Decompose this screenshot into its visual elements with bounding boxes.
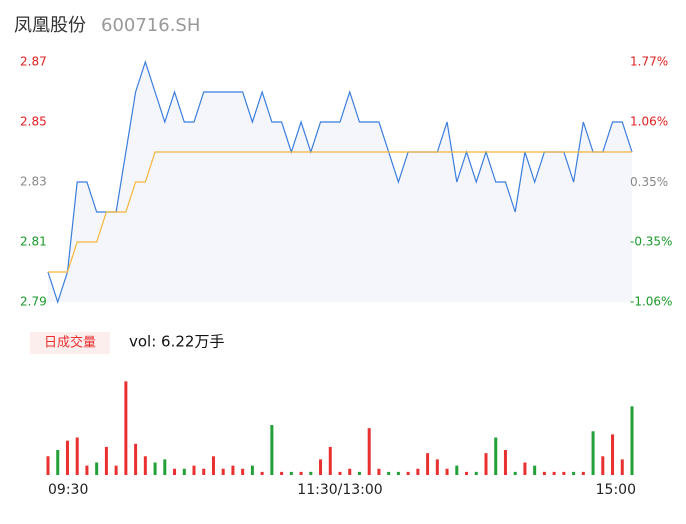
volume-bar xyxy=(435,459,439,475)
volume-bar xyxy=(182,468,186,475)
volume-bar xyxy=(260,471,264,475)
volume-bar xyxy=(299,471,303,475)
volume-bar xyxy=(523,462,527,475)
volume-bar xyxy=(494,437,498,475)
volume-bar xyxy=(104,446,108,475)
y-tick-label: 2.87 xyxy=(20,55,47,69)
volume-bar xyxy=(503,450,507,475)
volume-bar xyxy=(601,456,605,475)
y-tick-label: 2.85 xyxy=(20,115,47,129)
volume-bar xyxy=(192,465,196,475)
volume-bar xyxy=(221,468,225,475)
volume-bar xyxy=(231,465,235,475)
y-tick-label: 2.79 xyxy=(20,295,47,309)
volume-bar xyxy=(484,453,488,475)
volume-bar xyxy=(562,471,566,475)
volume-bar xyxy=(173,468,177,475)
average-line xyxy=(48,151,632,273)
volume-label: 日成交量 xyxy=(44,335,96,351)
volume-bar xyxy=(445,468,449,475)
volume-bar xyxy=(474,471,478,475)
volume-bar xyxy=(367,428,371,475)
volume-bar xyxy=(542,471,546,475)
volume-bar xyxy=(513,471,517,475)
volume-bar xyxy=(56,450,60,475)
volume-bar xyxy=(250,465,254,475)
volume-bar xyxy=(455,465,459,475)
volume-bar xyxy=(572,471,576,475)
volume-bar xyxy=(134,443,138,475)
volume-bar xyxy=(65,440,69,475)
volume-bar xyxy=(591,431,595,475)
volume-bar xyxy=(46,456,50,475)
y2-tick-label: 0.35% xyxy=(630,175,668,189)
volume-bar xyxy=(309,471,313,475)
volume-bar xyxy=(387,471,391,475)
volume-bar xyxy=(85,465,89,475)
y2-tick-label: 1.06% xyxy=(630,115,668,129)
volume-bar xyxy=(280,471,284,475)
price-line xyxy=(47,60,633,304)
y-tick-label: 2.83 xyxy=(20,175,47,189)
volume-bar xyxy=(533,465,537,475)
volume-bar xyxy=(75,437,79,475)
volume-bar xyxy=(396,471,400,475)
volume-bar xyxy=(114,465,118,475)
volume-bar xyxy=(163,459,167,475)
volume-bar xyxy=(289,471,293,475)
volume-bar xyxy=(426,453,430,475)
x-tick-label: 09:30 xyxy=(48,482,88,498)
y-tick-label: 2.81 xyxy=(20,235,47,249)
volume-bar xyxy=(357,471,361,475)
volume-bar xyxy=(620,459,624,475)
volume-bar xyxy=(581,471,585,475)
volume-bar xyxy=(241,468,245,475)
volume-bar xyxy=(270,425,274,475)
volume-bar xyxy=(630,406,634,475)
volume-bar xyxy=(552,471,556,475)
y2-tick-label: 1.77% xyxy=(630,55,668,69)
x-tick-label: 15:00 xyxy=(596,482,636,498)
volume-bar xyxy=(338,471,342,475)
volume-bar xyxy=(348,468,352,475)
volume-bar xyxy=(153,462,157,475)
x-tick-label: 11:30/13:00 xyxy=(297,482,382,498)
volume-bar xyxy=(211,456,215,475)
volume-bar xyxy=(328,446,332,475)
volume-bar xyxy=(143,456,147,475)
volume-bar xyxy=(319,459,323,475)
stock-code: 600716.SH xyxy=(101,15,200,36)
volume-bar xyxy=(611,434,615,475)
volume-label-bg xyxy=(30,332,110,354)
stock-name: 凤凰股份 xyxy=(14,15,86,36)
volume-summary: vol: 6.22万手 xyxy=(129,333,224,351)
volume-bar xyxy=(202,468,206,475)
volume-bar xyxy=(465,471,469,475)
volume-bar xyxy=(124,381,128,475)
volume-bar xyxy=(377,468,381,475)
volume-bar xyxy=(95,462,99,475)
volume-bar xyxy=(416,468,420,475)
y2-tick-label: -1.06% xyxy=(630,295,672,309)
y2-tick-label: -0.35% xyxy=(630,234,672,248)
volume-bar xyxy=(406,471,410,475)
